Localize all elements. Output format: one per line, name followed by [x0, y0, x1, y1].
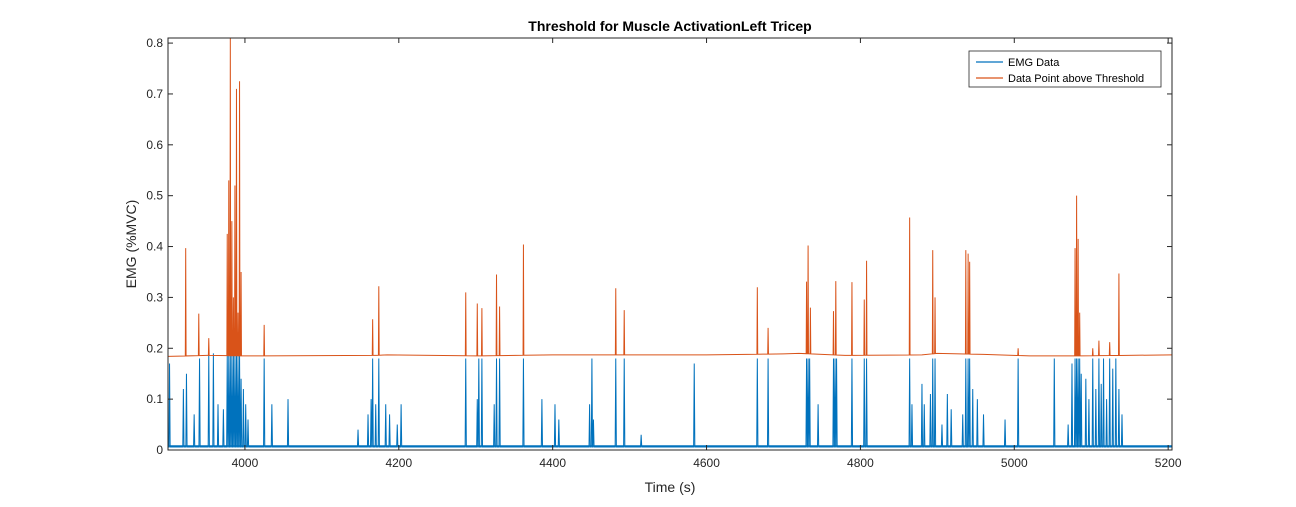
y-tick-label: 0.5	[146, 189, 163, 203]
y-tick-label: 0.6	[146, 138, 163, 152]
y-axis-label: EMG (%MVC)	[123, 200, 139, 289]
x-tick-label: 4400	[539, 456, 566, 470]
y-axis-ticks: 0 0.1 0.2 0.3 0.4 0.5 0.6 0.7 0.8	[146, 36, 1172, 457]
plot-area	[168, 38, 1172, 450]
chart-title: Threshold for Muscle ActivationLeft Tric…	[528, 18, 811, 34]
x-axis-ticks: 4000 4200 4400 4600 4800 5000 5200	[232, 38, 1182, 470]
y-tick-label: 0.2	[146, 341, 163, 355]
x-tick-label: 5000	[1001, 456, 1028, 470]
legend-box	[968, 50, 1162, 88]
y-tick-label: 0.1	[146, 392, 163, 406]
x-tick-label: 4000	[232, 456, 259, 470]
x-tick-label: 4200	[385, 456, 412, 470]
x-tick-label: 4800	[847, 456, 874, 470]
series-line-emg-data	[168, 353, 1172, 448]
x-tick-label: 5200	[1155, 456, 1182, 470]
y-tick-label: 0	[156, 443, 163, 457]
y-tick-label: 0.8	[146, 36, 163, 50]
series-line-threshold	[168, 38, 1172, 357]
y-tick-label: 0.4	[146, 240, 163, 254]
y-tick-label: 0.3	[146, 290, 163, 304]
legend: EMG Data Data Point above Threshold	[968, 50, 1162, 88]
x-axis-label: Time (s)	[645, 479, 696, 495]
series-layer	[168, 38, 1172, 448]
legend-label-emg-data: EMG Data	[1008, 57, 1060, 69]
y-tick-label: 0.7	[146, 87, 163, 101]
legend-label-threshold: Data Point above Threshold	[1008, 73, 1144, 85]
axes-box	[167, 37, 1173, 451]
x-tick-label: 4600	[693, 456, 720, 470]
